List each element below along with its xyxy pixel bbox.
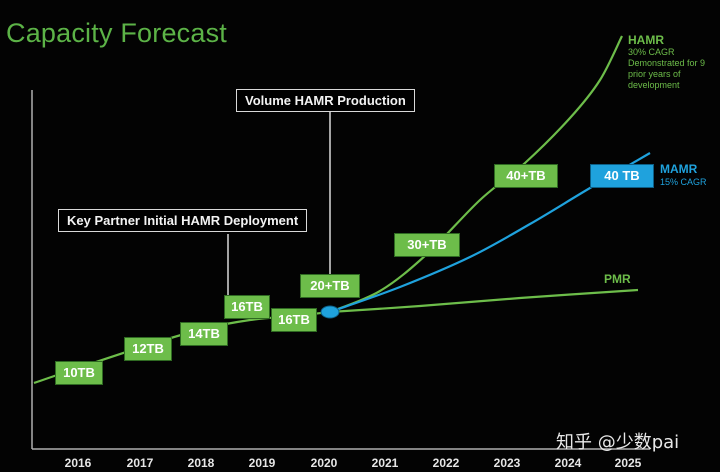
x-tick-2016: 2016 bbox=[64, 456, 92, 470]
data-label-30tb: 30+TB bbox=[394, 233, 460, 257]
data-label-16tb-a: 16TB bbox=[224, 295, 270, 319]
watermark-text: 知乎 @少数pai bbox=[556, 432, 680, 453]
x-tick-2024: 2024 bbox=[554, 456, 582, 470]
x-tick-2019: 2019 bbox=[248, 456, 276, 470]
data-label-10tb: 10TB bbox=[55, 361, 103, 385]
data-label-40tb-mamr: 40 TB bbox=[590, 164, 654, 188]
series-label-pmr: PMR bbox=[604, 272, 631, 286]
data-label-40tb-hamr: 40+TB bbox=[494, 164, 558, 188]
series-label-mamr: MAMR bbox=[660, 162, 698, 176]
x-tick-2020: 2020 bbox=[310, 456, 338, 470]
x-tick-2025: 2025 bbox=[614, 456, 642, 470]
data-label-14tb: 14TB bbox=[180, 322, 228, 346]
x-tick-2021: 2021 bbox=[371, 456, 399, 470]
x-tick-2022: 2022 bbox=[432, 456, 460, 470]
series-line-pmr bbox=[329, 288, 639, 314]
chart-title: Capacity Forecast bbox=[6, 18, 227, 48]
data-label-20tb: 20+TB bbox=[300, 274, 360, 298]
series-note-mamr: 15% CAGR bbox=[660, 177, 707, 187]
annotation-key-partner: Key Partner Initial HAMR Deployment bbox=[58, 209, 308, 232]
data-label-12tb: 12TB bbox=[124, 337, 172, 361]
x-tick-2017: 2017 bbox=[126, 456, 154, 470]
data-label-16tb-b: 16TB bbox=[271, 308, 317, 332]
annotation-volume-production: Volume HAMR Production bbox=[236, 89, 415, 112]
branch-point-marker bbox=[320, 305, 340, 319]
series-line-hamr bbox=[329, 35, 623, 314]
series-note-hamr: 30% CAGR Demonstrated for 9 prior years … bbox=[628, 47, 706, 90]
series-label-hamr: HAMR bbox=[628, 33, 664, 47]
x-tick-2023: 2023 bbox=[493, 456, 521, 470]
x-tick-2018: 2018 bbox=[187, 456, 215, 470]
